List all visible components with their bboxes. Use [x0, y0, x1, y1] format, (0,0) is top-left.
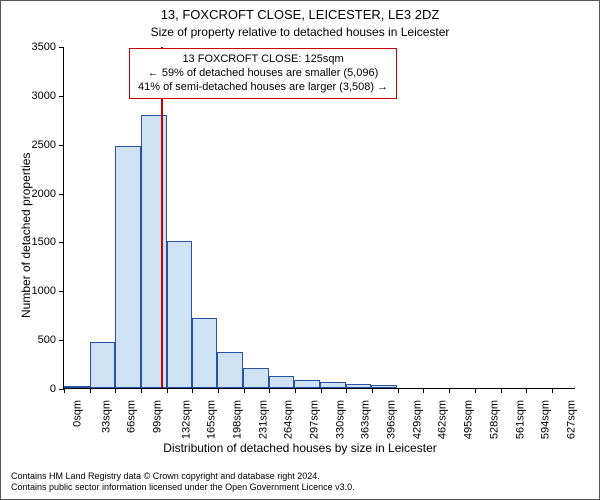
xtick-label: 33sqm: [100, 400, 112, 433]
xtick-mark: [475, 388, 476, 393]
xtick-mark: [449, 388, 450, 393]
footer-attribution: Contains HM Land Registry data © Crown c…: [11, 471, 355, 493]
xtick-label: 132sqm: [180, 400, 192, 439]
ytick-label: 2500: [32, 139, 56, 151]
xtick-label: 495sqm: [463, 400, 475, 439]
xtick-mark: [192, 388, 193, 393]
xtick-mark: [269, 388, 270, 393]
ytick-mark: [59, 145, 64, 146]
xtick-label: 528sqm: [488, 400, 500, 439]
xtick-mark: [321, 388, 322, 393]
ytick-label: 500: [38, 334, 56, 346]
xtick-mark: [501, 388, 502, 393]
histogram-bar: [269, 376, 295, 388]
histogram-bar: [320, 382, 346, 388]
footer-line-1: Contains HM Land Registry data © Crown c…: [11, 471, 355, 482]
xtick-label: 198sqm: [232, 400, 244, 439]
xtick-label: 66sqm: [126, 400, 138, 433]
histogram-bar: [371, 385, 397, 388]
chart-container: 13, FOXCROFT CLOSE, LEICESTER, LE3 2DZ S…: [0, 0, 600, 500]
ytick-label: 1500: [32, 236, 56, 248]
footer-line-2: Contains public sector information licen…: [11, 482, 355, 493]
xtick-label: 627sqm: [565, 400, 577, 439]
xtick-mark: [398, 388, 399, 393]
xtick-mark: [552, 388, 553, 393]
ytick-label: 0: [50, 383, 56, 395]
ytick-mark: [59, 291, 64, 292]
annotation-line-2: ← 59% of detached houses are smaller (5,…: [138, 67, 388, 81]
xtick-mark: [526, 388, 527, 393]
annotation-box: 13 FOXCROFT CLOSE: 125sqm ← 59% of detac…: [129, 48, 397, 99]
histogram-bar: [192, 318, 217, 388]
histogram-bar: [243, 368, 269, 388]
histogram-bar: [217, 352, 243, 388]
xtick-mark: [295, 388, 296, 393]
xtick-label: 462sqm: [437, 400, 449, 439]
histogram-bar: [90, 342, 116, 388]
xtick-label: 297sqm: [309, 400, 321, 439]
ytick-mark: [59, 242, 64, 243]
histogram-bar: [346, 384, 372, 388]
chart-title: 13, FOXCROFT CLOSE, LEICESTER, LE3 2DZ: [1, 7, 599, 22]
xtick-label: 429sqm: [411, 400, 423, 439]
histogram-bar: [167, 241, 193, 388]
xtick-label: 264sqm: [283, 400, 295, 439]
xtick-label: 363sqm: [360, 400, 372, 439]
xtick-label: 99sqm: [152, 400, 164, 433]
xtick-mark: [90, 388, 91, 393]
xtick-mark: [167, 388, 168, 393]
ytick-label: 2000: [32, 188, 56, 200]
xtick-label: 231sqm: [257, 400, 269, 439]
ytick-label: 3500: [32, 41, 56, 53]
xtick-mark: [423, 388, 424, 393]
histogram-bar: [64, 386, 90, 388]
ytick-mark: [59, 194, 64, 195]
x-axis-label: Distribution of detached houses by size …: [1, 441, 599, 455]
xtick-label: 0sqm: [71, 400, 83, 427]
xtick-label: 396sqm: [386, 400, 398, 439]
xtick-label: 594sqm: [540, 400, 552, 439]
annotation-line-1: 13 FOXCROFT CLOSE: 125sqm: [138, 53, 388, 67]
ytick-mark: [59, 96, 64, 97]
xtick-label: 165sqm: [206, 400, 218, 439]
xtick-mark: [244, 388, 245, 393]
histogram-bar: [115, 146, 141, 388]
xtick-label: 561sqm: [514, 400, 526, 439]
ytick-label: 3000: [32, 90, 56, 102]
xtick-mark: [346, 388, 347, 393]
xtick-mark: [141, 388, 142, 393]
chart-subtitle: Size of property relative to detached ho…: [1, 25, 599, 39]
ytick-mark: [59, 47, 64, 48]
histogram-bar: [294, 380, 320, 388]
xtick-mark: [64, 388, 65, 393]
ytick-mark: [59, 340, 64, 341]
xtick-mark: [218, 388, 219, 393]
ytick-label: 1000: [32, 285, 56, 297]
xtick-label: 330sqm: [334, 400, 346, 439]
annotation-line-3: 41% of semi-detached houses are larger (…: [138, 81, 388, 95]
xtick-mark: [372, 388, 373, 393]
xtick-mark: [115, 388, 116, 393]
